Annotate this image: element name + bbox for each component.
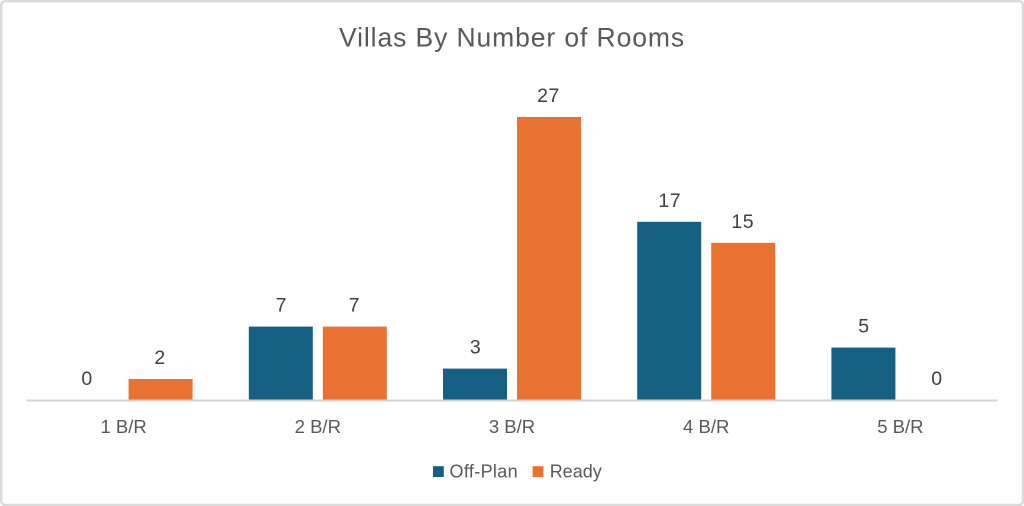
svg-text:0: 0 (81, 368, 92, 390)
svg-text:2: 2 (154, 347, 165, 369)
svg-text:27: 27 (537, 85, 560, 107)
svg-text:2 B/R: 2 B/R (295, 416, 341, 437)
svg-text:17: 17 (658, 190, 681, 212)
svg-text:15: 15 (731, 211, 754, 233)
svg-text:0: 0 (931, 368, 942, 390)
svg-text:7: 7 (349, 295, 360, 317)
svg-text:Off-Plan: Off-Plan (450, 462, 519, 482)
svg-text:1 B/R: 1 B/R (100, 416, 146, 437)
svg-text:5: 5 (858, 316, 869, 338)
svg-text:4 B/R: 4 B/R (683, 416, 729, 437)
svg-text:7: 7 (276, 295, 287, 317)
svg-text:Ready: Ready (550, 462, 602, 482)
svg-text:5 B/R: 5 B/R (877, 416, 923, 437)
svg-text:Villas By Number of Rooms: Villas By Number of Rooms (339, 23, 685, 53)
svg-text:3 B/R: 3 B/R (489, 416, 535, 437)
svg-text:3: 3 (470, 337, 481, 359)
